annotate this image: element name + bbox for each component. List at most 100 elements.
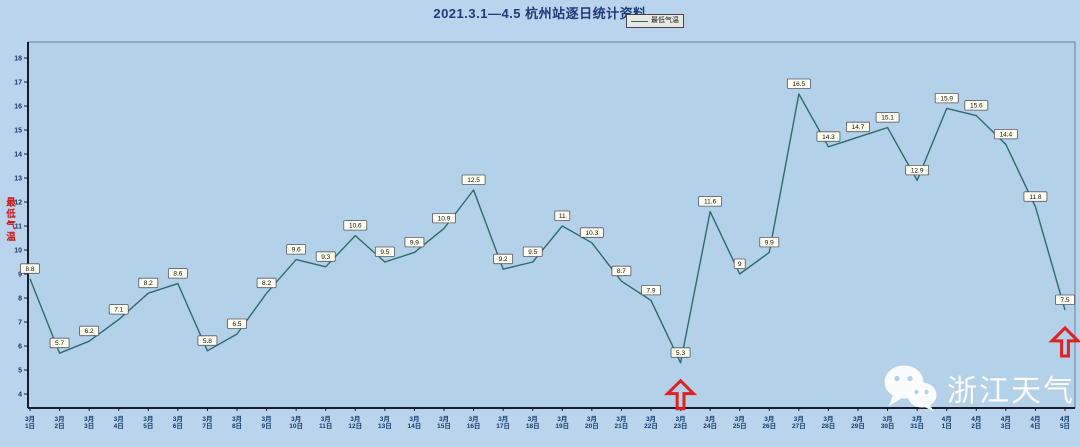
red-up-arrow-annotation xyxy=(1048,325,1080,358)
x-axis-tick-label: 3月 21日 xyxy=(615,415,629,430)
data-label: 10.9 xyxy=(438,215,451,222)
data-label-box xyxy=(905,164,930,176)
data-label: 15.6 xyxy=(970,103,983,110)
data-label: 9.5 xyxy=(380,249,389,256)
x-axis-tick-label: 3月 6日 xyxy=(173,415,183,430)
data-label-box xyxy=(993,128,1018,140)
data-label-box xyxy=(1023,191,1048,202)
data-label: 12.5 xyxy=(467,177,480,184)
data-label: 7.1 xyxy=(114,307,123,314)
data-label-box xyxy=(641,284,661,296)
x-axis-tick-label: 3月 7日 xyxy=(202,415,212,430)
x-axis-tick-label: 3月 16日 xyxy=(467,415,481,430)
x-axis-tick-label: 3月 22日 xyxy=(644,415,658,430)
x-axis-tick-label: 3月 20日 xyxy=(585,415,599,430)
data-label: 11.8 xyxy=(1029,194,1042,201)
y-axis-tick-label: 10 xyxy=(14,248,22,255)
data-label-box xyxy=(256,277,277,289)
data-label: 8.8 xyxy=(25,266,34,273)
data-label: 9.5 xyxy=(528,249,537,256)
data-label: 10.6 xyxy=(349,223,362,230)
data-label-box xyxy=(138,277,159,289)
legend-label: 最低气温 xyxy=(651,17,679,24)
x-axis-tick-label: 3月 30日 xyxy=(881,415,895,430)
data-label: 9.9 xyxy=(410,239,419,246)
data-label: 6.5 xyxy=(232,321,241,328)
y-axis-tick-label: 11 xyxy=(15,224,23,231)
data-label-box xyxy=(759,236,780,248)
data-label: 11.6 xyxy=(704,199,717,206)
data-label: 9 xyxy=(738,261,742,268)
data-label-box xyxy=(934,93,959,104)
data-label-box xyxy=(315,251,336,262)
y-axis-tick-label: 13 xyxy=(14,176,22,183)
data-label-box xyxy=(554,210,571,221)
y-axis-tick-label: 14 xyxy=(14,152,22,159)
x-axis-tick-label: 3月 12日 xyxy=(348,415,362,430)
data-label-box xyxy=(343,220,368,231)
y-axis-tick-label: 5 xyxy=(18,368,22,375)
data-label-box xyxy=(816,131,841,142)
data-label: 8.6 xyxy=(173,271,182,278)
data-label-box xyxy=(227,318,247,329)
x-axis-tick-label: 3月 13日 xyxy=(378,415,392,430)
data-label: 14.7 xyxy=(852,124,865,131)
data-label: 12.9 xyxy=(911,167,924,174)
x-axis-tick-label: 3月 9日 xyxy=(262,415,272,430)
data-label-box xyxy=(522,246,543,257)
data-label: 9.3 xyxy=(321,254,330,261)
y-axis-tick-label: 7 xyxy=(18,320,22,327)
data-label-box xyxy=(493,253,514,265)
x-axis-tick-label: 3月 8日 xyxy=(232,415,242,430)
data-label: 5.7 xyxy=(55,340,64,347)
data-label-box xyxy=(404,236,425,248)
plot-frame xyxy=(27,41,1076,409)
x-axis-tick-label: 3月 15日 xyxy=(437,415,451,430)
data-label-box xyxy=(698,196,723,207)
y-axis-tick-label: 18 xyxy=(14,56,22,63)
x-axis-tick-label: 3月 2日 xyxy=(55,415,65,430)
data-label-box xyxy=(20,263,40,274)
y-axis-tick-label: 16 xyxy=(14,104,22,111)
data-label-box xyxy=(670,347,691,358)
x-axis-tick-label: 3月 19日 xyxy=(555,415,569,430)
x-axis-tick-label: 3月 24日 xyxy=(703,415,717,430)
y-axis-tick-label: 4 xyxy=(18,392,22,399)
data-label-box xyxy=(964,100,989,111)
data-label-box xyxy=(461,174,486,185)
x-axis-tick-label: 4月 3日 xyxy=(1001,415,1011,430)
x-axis-tick-label: 3月 11日 xyxy=(319,415,332,430)
data-label: 5.8 xyxy=(203,338,212,345)
data-label: 9.9 xyxy=(765,239,774,246)
data-label: 7.9 xyxy=(646,287,655,294)
data-label-box xyxy=(432,212,456,224)
x-axis-tick-label: 3月 5日 xyxy=(143,415,153,430)
data-label-box xyxy=(579,227,604,238)
data-label: 11 xyxy=(559,213,566,220)
data-label-box xyxy=(49,337,70,349)
y-axis-tick-label: 17 xyxy=(14,80,22,87)
data-label-box xyxy=(733,258,746,269)
data-label: 8.7 xyxy=(617,268,626,275)
data-label-box xyxy=(79,325,100,337)
data-label-box xyxy=(167,268,188,279)
red-up-arrow-annotation xyxy=(663,378,698,411)
x-axis-tick-label: 3月 27日 xyxy=(792,415,806,430)
y-axis-tick-label: 12 xyxy=(14,200,22,207)
data-label: 8.2 xyxy=(144,280,153,287)
x-axis-tick-label: 4月 1日 xyxy=(942,415,952,430)
data-label-box xyxy=(374,246,395,257)
y-axis-title: 最低气温 xyxy=(4,197,15,243)
data-label-box xyxy=(1055,294,1075,305)
x-axis-tick-label: 4月 2日 xyxy=(971,415,981,430)
x-axis-tick-label: 3月 26日 xyxy=(762,415,776,430)
data-label-box xyxy=(197,335,218,346)
y-axis-tick-label: 15 xyxy=(14,128,22,135)
x-axis-tick-label: 3月 4日 xyxy=(114,415,124,430)
x-axis-tick-label: 3月 1日 xyxy=(25,415,35,430)
x-axis-tick-label: 4月 5日 xyxy=(1060,415,1070,430)
x-axis-tick-label: 3月 10日 xyxy=(289,415,303,430)
legend: 最低气温 xyxy=(626,14,684,28)
